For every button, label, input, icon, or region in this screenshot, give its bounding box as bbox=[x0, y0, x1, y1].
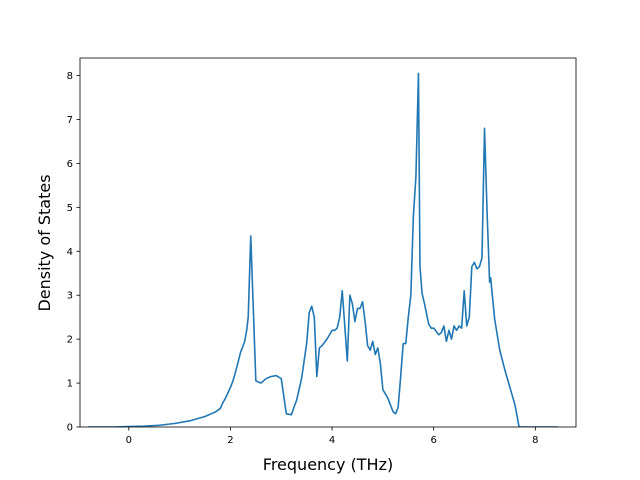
plot-frame bbox=[79, 57, 577, 428]
y-tick-label: 5 bbox=[67, 203, 73, 214]
y-tick-label: 2 bbox=[67, 335, 73, 346]
y-tick-label: 0 bbox=[67, 423, 73, 434]
y-axis-label: Density of States bbox=[35, 174, 54, 311]
x-tick-label: 2 bbox=[227, 435, 233, 446]
axes: 0 2 4 6 8 0 1 2 3 4 5 6 7 8 bbox=[67, 57, 577, 446]
plot-area bbox=[88, 72, 559, 427]
y-tick-label: 7 bbox=[67, 115, 73, 126]
y-tick-label: 6 bbox=[67, 159, 73, 170]
x-tick-label: 4 bbox=[329, 435, 335, 446]
y-tick-label: 3 bbox=[67, 291, 73, 302]
x-tick-label: 0 bbox=[126, 435, 132, 446]
y-tick-label: 4 bbox=[67, 247, 73, 258]
series-line-0 bbox=[88, 72, 559, 427]
x-axis-label: Frequency (THz) bbox=[263, 455, 393, 474]
x-tick-label: 8 bbox=[532, 435, 538, 446]
y-tick-label: 8 bbox=[67, 71, 73, 82]
y-tick-label: 1 bbox=[67, 379, 73, 390]
x-tick-label: 6 bbox=[431, 435, 437, 446]
